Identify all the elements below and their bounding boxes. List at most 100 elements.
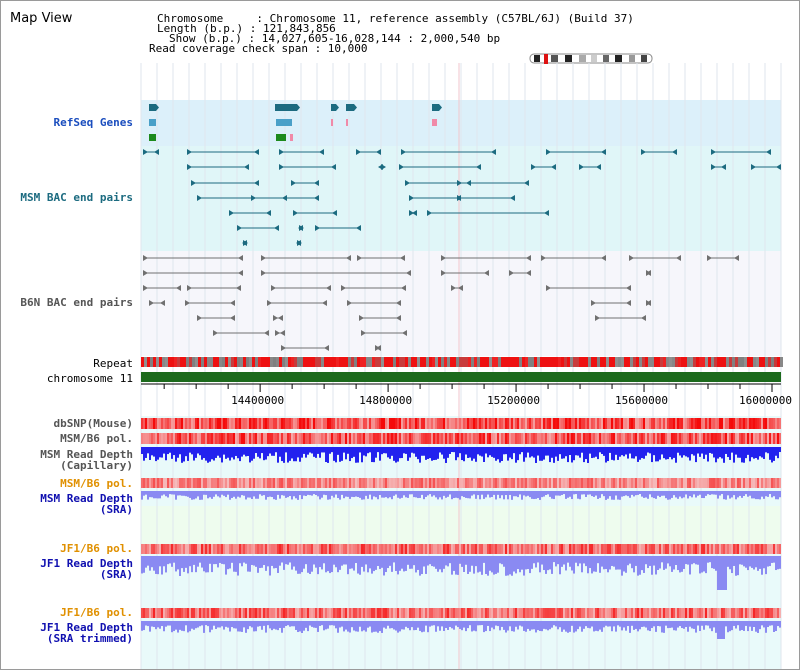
b6n-bac-pair-end xyxy=(441,255,446,261)
track-label-b6n-bac[interactable]: B6N BAC end pairs xyxy=(20,296,133,309)
heat-cell xyxy=(259,608,261,618)
heat-cell xyxy=(769,608,771,618)
msm-sra-depth-bar xyxy=(323,491,325,495)
heat-cell xyxy=(143,418,145,429)
msm-capillary-depth-bar xyxy=(249,447,251,463)
chromosome-ideogram[interactable] xyxy=(529,53,653,65)
heat-cell xyxy=(773,478,775,488)
track-label-msm-read-depth-sra[interactable]: MSM Read Depth (SRA) xyxy=(40,492,133,516)
msm-capillary-depth-bar xyxy=(449,447,451,454)
track-label-refseq-genes[interactable]: RefSeq Genes xyxy=(53,116,133,129)
heat-cell xyxy=(777,418,779,429)
heat-cell xyxy=(525,544,527,554)
heat-cell xyxy=(481,544,483,554)
heat-cell xyxy=(227,418,229,429)
repeat-segment xyxy=(366,357,369,367)
heat-cell xyxy=(611,478,613,488)
heat-cell xyxy=(711,544,713,554)
track-label-jf1-b6-pol-2[interactable]: JF1/B6 pol. xyxy=(60,606,133,619)
msm-sra-depth-bar xyxy=(381,491,383,498)
jf1-sra-depth-bar xyxy=(565,556,567,571)
b6n-bac-pair-end xyxy=(213,330,218,336)
heat-cell xyxy=(449,478,451,488)
heat-cell xyxy=(517,478,519,488)
track-label-msm-bac[interactable]: MSM BAC end pairs xyxy=(20,191,133,204)
heat-cell xyxy=(479,418,481,429)
jf1-sra-depth-bar xyxy=(545,556,547,574)
heat-cell xyxy=(363,608,365,618)
track-label-dbsnp[interactable]: dbSNP(Mouse) xyxy=(53,417,133,430)
heat-cell xyxy=(703,433,705,444)
heat-cell xyxy=(773,418,775,429)
heat-cell xyxy=(619,478,621,488)
msm-sra-depth-bar xyxy=(511,491,513,500)
jf1-trimmed-depth-bar xyxy=(457,621,459,628)
track-label-msm-b6-pol-1[interactable]: MSM/B6 pol. xyxy=(60,432,133,445)
heat-cell xyxy=(643,608,645,618)
heat-cell xyxy=(291,544,293,554)
jf1-trimmed-depth-bar xyxy=(309,621,311,626)
heat-cell xyxy=(263,478,265,488)
heat-cell xyxy=(191,544,193,554)
heat-cell xyxy=(621,544,623,554)
jf1-sra-depth-bar xyxy=(723,556,725,590)
heat-cell xyxy=(715,544,717,554)
jf1-sra-depth-bar xyxy=(311,556,313,572)
jf1-sra-depth-bar xyxy=(593,556,595,572)
track-label-msm-read-depth-capillary[interactable]: MSM Read Depth (Capillary) xyxy=(40,448,133,472)
heat-cell xyxy=(175,608,177,618)
repeat-segment xyxy=(165,357,168,367)
heat-cell xyxy=(485,418,487,429)
track-label-jf1-read-depth-trimmed[interactable]: JF1 Read Depth (SRA trimmed) xyxy=(40,621,133,645)
heat-cell xyxy=(565,544,567,554)
heat-cell xyxy=(429,544,431,554)
repeat-segment xyxy=(348,357,351,367)
heat-cell xyxy=(761,608,763,618)
msm-sra-depth-bar xyxy=(211,491,213,499)
heat-cell xyxy=(321,433,323,444)
heat-cell xyxy=(375,608,377,618)
msm-capillary-depth-bar xyxy=(287,447,289,463)
heat-cell xyxy=(207,433,209,444)
heat-cell xyxy=(409,478,411,488)
msm-sra-depth-bar xyxy=(569,491,571,497)
heat-cell xyxy=(367,608,369,618)
heat-cell xyxy=(299,478,301,488)
heat-cell xyxy=(311,418,313,429)
msm-capillary-depth-bar xyxy=(505,447,507,455)
track-label-msm-b6-pol-2[interactable]: MSM/B6 pol. xyxy=(60,477,133,490)
jf1-trimmed-depth-bar xyxy=(453,621,455,630)
heat-cell xyxy=(521,418,523,429)
msm-sra-depth-bar xyxy=(203,491,205,495)
heat-cell xyxy=(355,433,357,444)
repeat-segment xyxy=(741,357,744,367)
heat-cell xyxy=(675,608,677,618)
heat-cell xyxy=(559,478,561,488)
track-label-jf1-read-depth-sra[interactable]: JF1 Read Depth (SRA) xyxy=(40,557,133,581)
jf1-trimmed-depth-bar xyxy=(427,621,429,633)
msm-sra-depth-bar xyxy=(515,491,517,497)
heat-cell xyxy=(255,433,257,444)
heat-cell xyxy=(571,433,573,444)
msm-capillary-depth-bar xyxy=(175,447,177,462)
msm-sra-depth-bar xyxy=(471,491,473,496)
b6n-bac-pair-end xyxy=(646,300,651,306)
heat-cell xyxy=(611,433,613,444)
jf1-sra-depth-bar xyxy=(649,556,651,566)
heat-cell xyxy=(249,418,251,429)
msm-capillary-depth-bar xyxy=(311,447,313,454)
heat-cell xyxy=(421,433,423,444)
heat-cell xyxy=(173,433,175,444)
jf1-sra-depth-bar xyxy=(605,556,607,570)
heat-cell xyxy=(245,478,247,488)
track-label-jf1-b6-pol-1[interactable]: JF1/B6 pol. xyxy=(60,542,133,555)
heat-cell xyxy=(679,608,681,618)
heat-cell xyxy=(295,478,297,488)
heat-cell xyxy=(537,478,539,488)
heat-cell xyxy=(743,544,745,554)
heat-cell xyxy=(357,608,359,618)
heat-cell xyxy=(335,478,337,488)
heat-cell xyxy=(333,418,335,429)
msm-sra-depth-bar xyxy=(581,491,583,495)
